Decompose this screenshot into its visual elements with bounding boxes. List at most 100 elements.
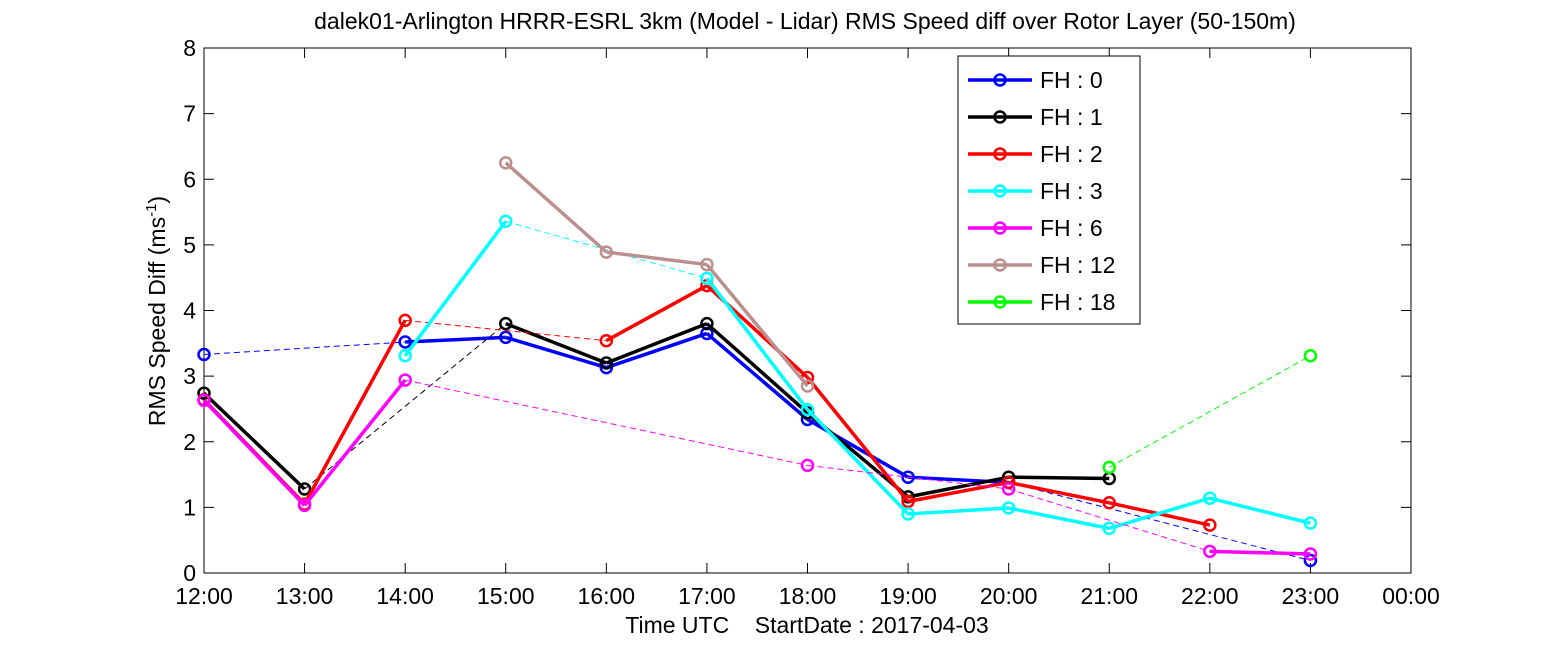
- series-line: [705, 332, 809, 421]
- data-point: [1001, 475, 1016, 490]
- legend-item: FH : 2: [968, 141, 1103, 167]
- y-tick-label: 2: [183, 429, 196, 455]
- series-line: [303, 319, 407, 505]
- y-tick-label: 0: [183, 560, 196, 586]
- x-tick-label: 17:00: [678, 583, 736, 609]
- series-line: [505, 321, 607, 365]
- data-point: [800, 379, 815, 393]
- data-point: [700, 271, 714, 286]
- series-line: [705, 263, 809, 388]
- series-gap-line: [203, 341, 406, 355]
- x-tick-label: 13:00: [276, 583, 334, 609]
- series-line: [505, 335, 607, 370]
- data-point: [1102, 496, 1116, 510]
- data-point: [800, 458, 815, 473]
- series-line: [1209, 549, 1311, 556]
- data-point: [901, 470, 915, 484]
- legend-item: FH : 3: [968, 178, 1103, 204]
- y-axis-label: RMS Speed Diff (ms-1): [143, 196, 170, 426]
- legend-label: FH : 0: [1040, 67, 1103, 93]
- data-point: [297, 482, 312, 496]
- data-point: [1203, 518, 1217, 532]
- series-gap-line: [405, 319, 607, 342]
- data-point: [197, 386, 211, 400]
- series-line: [907, 475, 1010, 499]
- series-line: [1008, 475, 1110, 481]
- legend: FH : 0 FH : 1 FH : 2 FH : 3 FH : 6 FH : 12 FH …: [957, 55, 1141, 325]
- legend-label: FH : 18: [1040, 289, 1115, 315]
- legend-label: FH : 3: [1040, 178, 1103, 204]
- data-point: [1102, 460, 1116, 475]
- legend-marker: [993, 258, 1007, 272]
- data-point: [297, 498, 312, 513]
- data-point: [499, 316, 513, 331]
- data-point: [800, 402, 815, 417]
- data-point: [599, 333, 614, 348]
- series-gap-line: [1008, 488, 1210, 552]
- series-gap-line: [405, 379, 808, 466]
- data-point: [499, 156, 513, 170]
- legend-label: FH : 1: [1040, 104, 1103, 130]
- data-point: [1102, 521, 1116, 536]
- data-point: [398, 335, 412, 349]
- y-tick-label: 5: [183, 232, 196, 258]
- data-point: [700, 316, 714, 331]
- legend-marker: [993, 221, 1007, 235]
- data-point: [599, 356, 614, 370]
- legend-marker: [993, 110, 1007, 124]
- series-line: [907, 480, 1009, 504]
- y-tick-label: 8: [183, 35, 196, 61]
- data-point: [1203, 544, 1217, 559]
- series-line: [405, 335, 506, 344]
- series-gap-line: [1008, 481, 1311, 562]
- legend-marker: [993, 147, 1007, 161]
- legend-label: FH : 2: [1040, 141, 1103, 167]
- chart-title: dalek01-Arlington HRRR-ESRL 3km (Model -…: [314, 8, 1296, 34]
- series-line: [606, 250, 708, 267]
- x-tick-label: 22:00: [1181, 583, 1239, 609]
- series-line: [605, 331, 708, 370]
- data-point: [197, 393, 211, 408]
- series-line: [1008, 506, 1110, 531]
- data-point: [1001, 501, 1016, 515]
- x-tick-label: 00:00: [1382, 583, 1440, 609]
- data-point: [499, 330, 513, 345]
- legend-item: FH : 6: [968, 215, 1103, 241]
- series-3: [398, 214, 1318, 536]
- x-tick-label: 16:00: [578, 583, 636, 609]
- series-line: [403, 220, 508, 357]
- x-tick-label: 12:00: [175, 583, 233, 609]
- series-line: [806, 376, 910, 503]
- series-line: [202, 391, 306, 491]
- x-axis: 12:00 13:00 14:00 15:00 16:00 17:00 18:00 19:00…: [175, 48, 1440, 609]
- data-point: [1303, 547, 1318, 561]
- data-point: [1203, 491, 1217, 505]
- legend-marker: [993, 184, 1007, 198]
- y-tick-label: 6: [183, 166, 196, 192]
- x-axis-label: Time UTC StartDate : 2017-04-03: [625, 612, 988, 638]
- legend-label: FH : 6: [1040, 215, 1103, 241]
- x-tick-label: 20:00: [980, 583, 1038, 609]
- series-line: [303, 378, 407, 507]
- series-line: [1008, 480, 1110, 505]
- data-point: [398, 313, 412, 328]
- legend-item: FH : 18: [968, 289, 1115, 315]
- plot-area: [203, 47, 1412, 574]
- x-tick-label: 21:00: [1080, 583, 1138, 609]
- data-point: [1001, 482, 1016, 496]
- data-point: [499, 214, 513, 228]
- series-line: [705, 322, 809, 415]
- series-group: [197, 156, 1318, 568]
- x-tick-label: 15:00: [477, 583, 535, 609]
- data-point: [398, 373, 412, 387]
- x-tick-label: 14:00: [376, 583, 434, 609]
- y-axis: 0 1 2 3 4 5 6 7 8: [183, 35, 1411, 586]
- legend-item: FH : 1: [968, 104, 1103, 130]
- series-line: [1209, 496, 1311, 525]
- y-tick-label: 4: [183, 298, 196, 324]
- series-line: [907, 506, 1009, 516]
- y-tick-label: 1: [183, 494, 196, 520]
- series-4: [197, 373, 1318, 561]
- x-tick-label: 19:00: [879, 583, 937, 609]
